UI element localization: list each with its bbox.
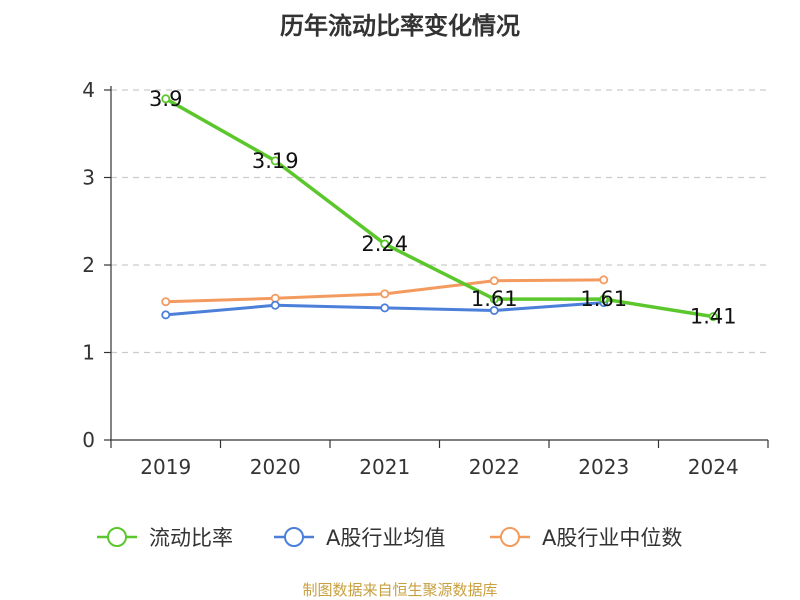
data-point[interactable] <box>489 276 499 286</box>
data-point[interactable] <box>161 297 171 307</box>
data-point[interactable] <box>161 310 171 320</box>
y-tick-label: 1 <box>82 341 95 365</box>
legend-label: 流动比率 <box>149 526 233 550</box>
data-label: 3.9 <box>149 87 182 111</box>
x-tick-label: 2019 <box>140 455 191 479</box>
legend-item[interactable]: 流动比率 <box>97 526 233 550</box>
data-point[interactable] <box>380 289 390 299</box>
x-tick-label: 2022 <box>469 455 520 479</box>
data-point[interactable] <box>599 294 609 304</box>
x-tick-label: 2023 <box>578 455 629 479</box>
y-tick-label: 2 <box>82 253 95 277</box>
data-point[interactable] <box>270 300 280 310</box>
legend-marker-icon <box>284 527 304 547</box>
legend-label: A股行业中位数 <box>542 526 682 550</box>
data-label: 2.24 <box>361 232 408 256</box>
data-point[interactable] <box>708 312 718 322</box>
data-point[interactable] <box>161 94 171 104</box>
data-point[interactable] <box>380 239 390 249</box>
data-label: 1.61 <box>471 287 518 311</box>
x-tick-label: 2021 <box>359 455 410 479</box>
series-group <box>161 94 718 322</box>
x-tick-label: 2020 <box>250 455 301 479</box>
data-label: 1.41 <box>690 305 737 329</box>
legend-marker-icon <box>107 527 127 547</box>
grid-lines <box>111 89 768 354</box>
legend-marker-icon <box>500 527 520 547</box>
data-point[interactable] <box>489 305 499 315</box>
data-label: 1.61 <box>580 287 627 311</box>
data-point[interactable] <box>270 156 280 166</box>
data-point[interactable] <box>599 275 609 285</box>
data-point[interactable] <box>489 294 499 304</box>
legend-item[interactable]: A股行业均值 <box>274 526 445 550</box>
x-tick-label: 2024 <box>688 455 739 479</box>
y-tick-label: 0 <box>82 428 95 452</box>
y-tick-label: 3 <box>82 166 95 190</box>
chart-title: 历年流动比率变化情况 <box>280 12 520 40</box>
axes: 0 1 2 3 4 2019 2020 2021 2022 2023 2024 <box>82 78 769 479</box>
y-tick-label: 4 <box>82 78 95 102</box>
data-label: 3.19 <box>252 149 299 173</box>
data-point[interactable] <box>380 303 390 313</box>
legend-item[interactable]: A股行业中位数 <box>490 526 682 550</box>
legend[interactable]: 流动比率 A股行业均值 A股行业中位数 <box>97 526 682 550</box>
legend-label: A股行业均值 <box>326 526 445 550</box>
data-labels: 3.9 3.19 2.24 1.61 1.61 1.41 <box>149 87 737 329</box>
series-line <box>164 97 714 319</box>
source-note: 制图数据来自恒生聚源数据库 <box>302 581 497 599</box>
